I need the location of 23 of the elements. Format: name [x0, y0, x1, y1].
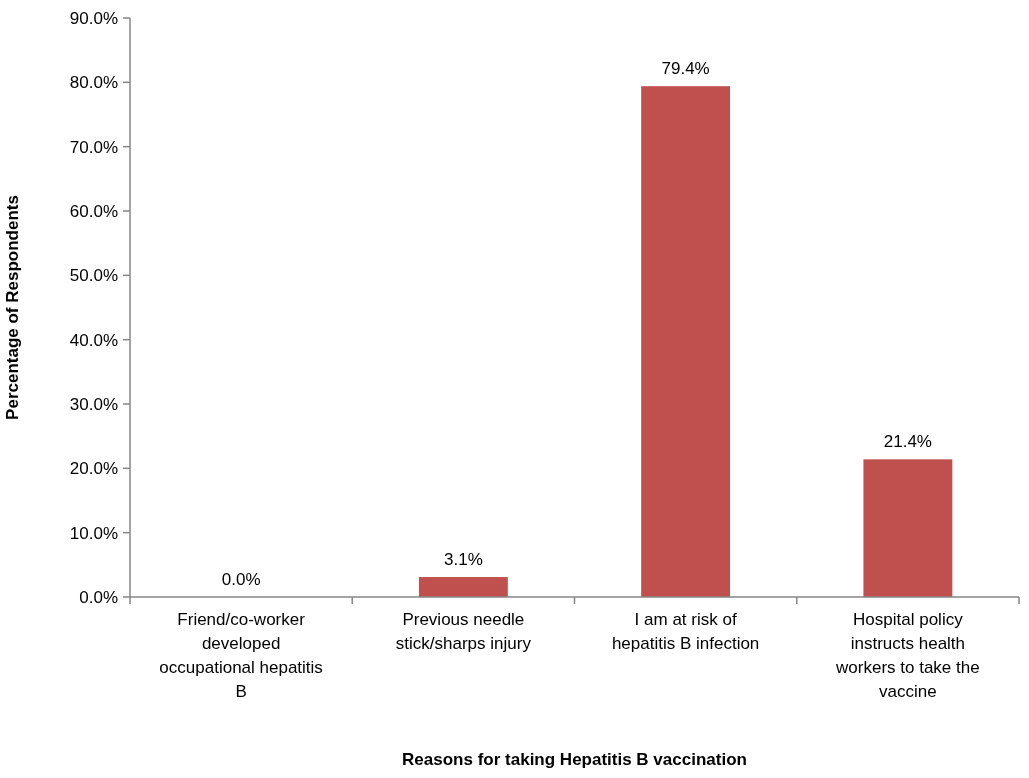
bar — [863, 459, 953, 597]
y-tick-label: 60.0% — [69, 201, 118, 221]
data-label: 0.0% — [221, 570, 261, 589]
y-tick-label: 30.0% — [69, 394, 118, 414]
x-tick-label: Previous needle stick/sharps injury — [395, 610, 532, 653]
data-label: 21.4% — [883, 432, 932, 452]
y-tick-label: 70.0% — [69, 137, 118, 157]
x-tick-label: Friend/co-worker developed occupational hepatitis B — [159, 610, 323, 701]
y-tick-label: 90.0% — [69, 8, 118, 28]
x-axis-title: Reasons for taking Hepatitis B vaccination — [402, 750, 747, 769]
y-tick-label: 80.0% — [69, 73, 118, 93]
y-tick-label: 20.0% — [69, 459, 118, 479]
x-tick-label: I am at risk of hepatitis B infection — [611, 610, 760, 653]
y-tick-label: 40.0% — [69, 330, 118, 350]
x-tick-label: Hospital policy instructs health workers to take the vaccine — [835, 610, 980, 701]
bar — [641, 86, 731, 597]
y-tick-label: 10.0% — [69, 523, 118, 543]
data-label: 79.4% — [661, 59, 710, 79]
y-tick-label: 0.0% — [79, 587, 118, 607]
data-label: 3.1% — [444, 550, 483, 570]
y-axis-title: Percentage of Respondents — [3, 195, 22, 420]
y-tick-label: 50.0% — [69, 266, 118, 286]
bar — [418, 577, 508, 597]
